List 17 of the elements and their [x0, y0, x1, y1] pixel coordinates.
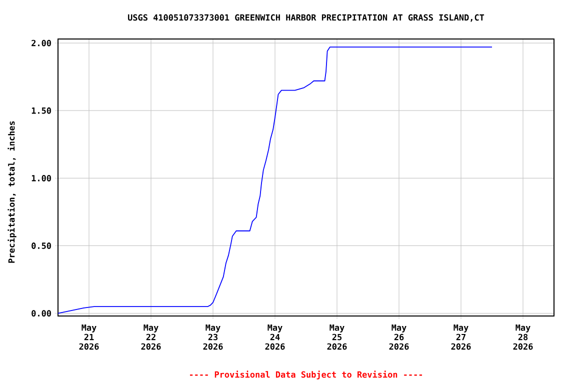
x-tick-label: May 24 2026: [265, 324, 285, 350]
x-tick-label: May 22 2026: [141, 324, 161, 350]
y-tick-label: 2.00: [32, 40, 51, 46]
y-tick-label: 0.00: [32, 310, 51, 317]
y-axis-title: Precipitation, total, inches: [8, 121, 16, 263]
text: ---- Provisional Data Subject to Revision ----: [190, 370, 422, 380]
x-tick-label: May 27 2026: [451, 324, 471, 350]
x-tick-label: May 23 2026: [203, 324, 223, 350]
x-tick-label: May 25 2026: [327, 324, 347, 350]
y-tick-label: 0.50: [32, 242, 51, 249]
y-tick-label: 1.50: [32, 107, 51, 114]
line-series: [58, 46, 492, 314]
x-tick-label: May 28 2026: [513, 324, 533, 350]
chart-title: USGS 410051073373001 GREENWICH HARBOR PRECIPITATION AT GRASS ISLAND,CT: [128, 14, 484, 22]
y-tick-label: 1.00: [32, 174, 51, 182]
x-tick-label: May 26 2026: [389, 324, 409, 350]
x-tick-label: May 21 2026: [79, 324, 99, 350]
